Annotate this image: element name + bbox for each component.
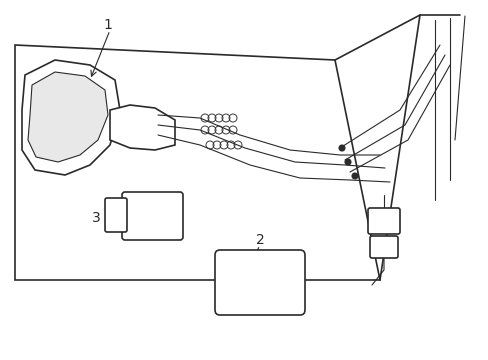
- Polygon shape: [110, 105, 175, 150]
- FancyBboxPatch shape: [367, 208, 399, 234]
- Circle shape: [338, 145, 345, 151]
- FancyBboxPatch shape: [369, 236, 397, 258]
- FancyBboxPatch shape: [105, 198, 127, 232]
- Text: 1: 1: [103, 18, 112, 32]
- Polygon shape: [15, 45, 379, 280]
- Polygon shape: [28, 72, 108, 162]
- Text: 2: 2: [255, 233, 264, 247]
- Circle shape: [351, 173, 357, 179]
- Text: 3: 3: [91, 211, 100, 225]
- FancyBboxPatch shape: [215, 250, 305, 315]
- FancyBboxPatch shape: [122, 192, 183, 240]
- Circle shape: [345, 159, 350, 165]
- Polygon shape: [22, 60, 120, 175]
